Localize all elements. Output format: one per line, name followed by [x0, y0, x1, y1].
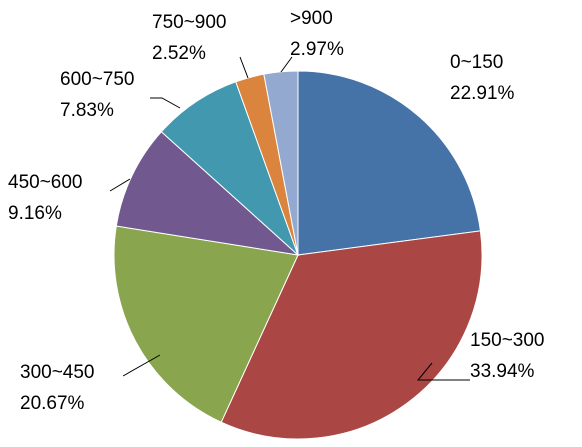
leader-line-5: [150, 97, 181, 109]
leader-line-4: [109, 178, 131, 192]
leader-line-3: [122, 354, 161, 377]
slice-percent-label: 7.83%: [60, 100, 114, 121]
slice-category-label: 0~150: [450, 52, 503, 73]
slice-percent-label: 2.52%: [152, 43, 206, 64]
pie-slice-1: [297, 70, 481, 256]
data-labels: 0~150 22.91% 150~300 33.94% 300~450 20.67% 450…: [8, 8, 545, 414]
pie-slices: [113, 70, 483, 440]
pie-slice-2: [220, 230, 483, 440]
slice-percent-label: 20.67%: [20, 393, 85, 414]
slice-percent-label: 2.97%: [290, 39, 344, 60]
leader-line-7: [280, 56, 293, 73]
leader-line-6: [239, 56, 249, 79]
pie-slice-5: [160, 81, 299, 256]
slice-percent-label: 22.91%: [450, 83, 515, 104]
leader-lines: [109, 56, 470, 381]
leader-line-2: [416, 362, 470, 381]
slice-category-label: 750~900: [152, 12, 227, 33]
slice-category-label: 300~450: [20, 362, 95, 383]
pie-slice-4: [115, 131, 300, 256]
slice-category-label: 450~600: [8, 172, 83, 193]
slice-category-label: 600~750: [60, 69, 135, 90]
slice-percent-label: 33.94%: [470, 361, 535, 382]
slice-category-label: >900: [290, 8, 333, 29]
slice-percent-label: 9.16%: [8, 203, 62, 224]
pie-slice-3: [113, 225, 299, 423]
slice-category-label: 150~300: [470, 330, 545, 351]
